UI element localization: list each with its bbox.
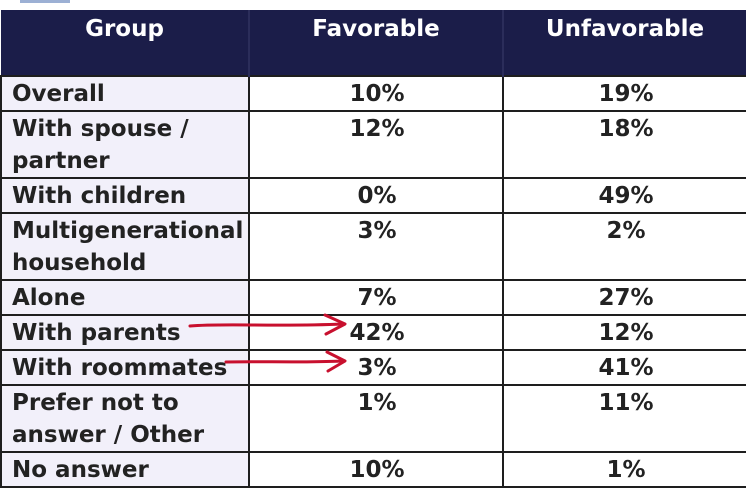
- cut-off-heading: [20, 0, 70, 3]
- cell-unfavorable: 41%: [502, 349, 746, 386]
- table-row: Alone 7% 27%: [0, 279, 746, 316]
- table-row: With parents 42% 12%: [0, 314, 746, 351]
- cell-favorable: 10%: [248, 75, 504, 112]
- cell-favorable: 1%: [248, 384, 504, 453]
- cell-unfavorable: 12%: [502, 314, 746, 351]
- cell-unfavorable: 2%: [502, 212, 746, 281]
- header-group: Group: [1, 10, 250, 76]
- cell-group: With spouse / partner: [0, 110, 250, 179]
- cell-group: With roommates: [0, 349, 250, 386]
- favorability-table: Group Favorable Unfavorable Overall 10% …: [0, 10, 746, 488]
- table-row: Prefer not to answer / Other 1% 11%: [0, 384, 746, 453]
- cell-unfavorable: 27%: [502, 279, 746, 316]
- cell-unfavorable: 11%: [502, 384, 746, 453]
- cell-group: Alone: [0, 279, 250, 316]
- cell-group: Multigenerational household: [0, 212, 250, 281]
- table-row: No answer 10% 1%: [0, 451, 746, 488]
- cell-favorable: 3%: [248, 212, 504, 281]
- header-favorable: Favorable: [249, 10, 504, 76]
- cell-unfavorable: 49%: [502, 177, 746, 214]
- table-body: Overall 10% 19% With spouse / partner 12…: [0, 75, 746, 488]
- table-row: With children 0% 49%: [0, 177, 746, 214]
- cell-group: No answer: [0, 451, 250, 488]
- cell-group: With parents: [0, 314, 250, 351]
- table-row: Overall 10% 19%: [0, 75, 746, 112]
- table-row: With roommates 3% 41%: [0, 349, 746, 386]
- table-header: Group Favorable Unfavorable: [1, 10, 746, 76]
- cell-favorable: 7%: [248, 279, 504, 316]
- header-row: Group Favorable Unfavorable: [1, 10, 746, 76]
- cell-group: Prefer not to answer / Other: [0, 384, 250, 453]
- cell-unfavorable: 19%: [502, 75, 746, 112]
- cell-group: Overall: [0, 75, 250, 112]
- header-unfavorable: Unfavorable: [503, 10, 746, 76]
- cell-unfavorable: 1%: [502, 451, 746, 488]
- cell-favorable: 3%: [248, 349, 504, 386]
- table-row: Multigenerational household 3% 2%: [0, 212, 746, 281]
- top-strip: [0, 0, 746, 10]
- cell-favorable: 12%: [248, 110, 504, 179]
- cell-favorable: 10%: [248, 451, 504, 488]
- table-row: With spouse / partner 12% 18%: [0, 110, 746, 179]
- cell-favorable: 0%: [248, 177, 504, 214]
- cell-unfavorable: 18%: [502, 110, 746, 179]
- cell-favorable: 42%: [248, 314, 504, 351]
- cell-group: With children: [0, 177, 250, 214]
